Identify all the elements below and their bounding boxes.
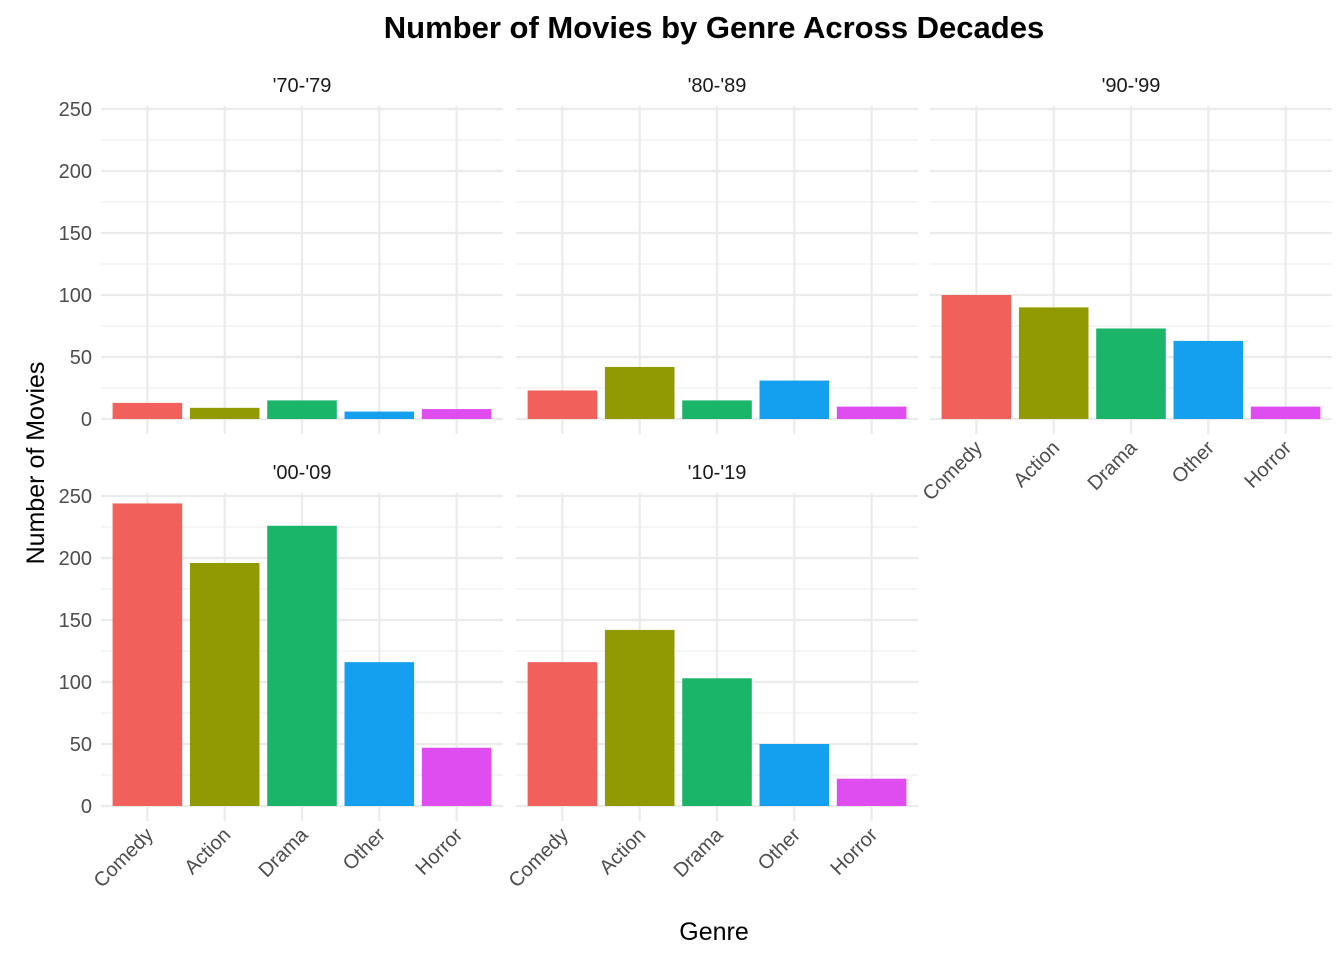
bar-action-80-89 (604, 366, 675, 419)
y-tick-label: 250 (59, 99, 92, 121)
bar-action-00-09 (189, 562, 260, 806)
bar-horror-70-79 (421, 409, 492, 419)
bar-drama-80-89 (682, 400, 752, 419)
x-tick-label: Action (1009, 437, 1064, 492)
bar-horror-80-89 (836, 406, 907, 419)
y-tick-label: 200 (59, 548, 92, 570)
strip-label: '10-'19 (688, 462, 747, 484)
strip-label: '70-'79 (273, 75, 332, 97)
y-tick-label: 250 (59, 486, 92, 508)
bar-other-90-99 (1173, 340, 1244, 419)
y-tick-label: 0 (81, 409, 92, 431)
bar-other-10-19 (759, 744, 830, 806)
bar-drama-00-09 (267, 525, 337, 806)
bar-comedy-80-89 (527, 390, 598, 419)
bar-action-90-99 (1018, 307, 1089, 419)
bar-drama-70-79 (267, 400, 337, 419)
x-tick-label: Horror (827, 824, 883, 880)
y-tick-label: 100 (59, 672, 92, 694)
x-tick-label: Other (339, 824, 390, 875)
bar-horror-00-09 (421, 747, 492, 806)
bar-action-70-79 (189, 407, 260, 419)
x-tick-label: Horror (1241, 437, 1297, 493)
x-axis-title: Genre (679, 918, 748, 946)
x-tick-label: Drama (255, 823, 314, 882)
chart-title: Number of Movies by Genre Across Decades (384, 10, 1044, 45)
bar-drama-10-19 (682, 678, 752, 806)
bar-drama-90-99 (1096, 328, 1166, 419)
panel-10-19: '10-'19 Comedy Action Drama Other Horror (505, 462, 918, 892)
x-tick-label: Comedy (90, 824, 158, 892)
panel-70-79: '70-'79 0 50 100 150 200 250 (59, 75, 503, 434)
bar-comedy-70-79 (112, 402, 183, 419)
x-tick-label: Drama (670, 823, 729, 882)
panel-00-09: '00-'09 0 50 100 150 200 250 Comedy Action Drama O… (59, 462, 503, 892)
bar-comedy-10-19 (527, 662, 598, 806)
y-tick-label: 200 (59, 161, 92, 183)
panel-90-99: '90-'99 Comedy Action Drama Other Horror (919, 75, 1332, 505)
facet-panels: '70-'79 0 50 100 150 200 250 '80-'89 '90-'99 Come… (59, 75, 1332, 892)
strip-label: '90-'99 (1102, 75, 1161, 97)
strip-label: '80-'89 (688, 75, 747, 97)
x-tick-label: Action (180, 824, 235, 879)
bar-action-10-19 (604, 629, 675, 806)
bar-comedy-90-99 (941, 295, 1012, 419)
y-tick-label: 50 (70, 734, 92, 756)
y-tick-label: 50 (70, 347, 92, 369)
bar-horror-90-99 (1250, 406, 1321, 419)
y-tick-label: 0 (81, 796, 92, 818)
bar-comedy-00-09 (112, 503, 183, 806)
y-tick-label: 100 (59, 285, 92, 307)
bar-other-70-79 (344, 411, 415, 419)
x-tick-label: Drama (1084, 436, 1143, 495)
panel-80-89: '80-'89 (516, 75, 918, 434)
x-tick-label: Comedy (919, 437, 987, 505)
x-tick-label: Other (1168, 437, 1219, 488)
x-tick-label: Action (595, 824, 650, 879)
x-tick-label: Comedy (505, 824, 573, 892)
y-tick-label: 150 (59, 610, 92, 632)
y-axis-title: Number of Movies (22, 362, 50, 565)
strip-label: '00-'09 (273, 462, 332, 484)
bar-other-00-09 (344, 662, 415, 806)
y-tick-label: 150 (59, 223, 92, 245)
bar-horror-10-19 (836, 778, 907, 806)
x-tick-label: Horror (412, 824, 468, 880)
bar-other-80-89 (759, 380, 830, 419)
x-tick-label: Other (754, 824, 805, 875)
